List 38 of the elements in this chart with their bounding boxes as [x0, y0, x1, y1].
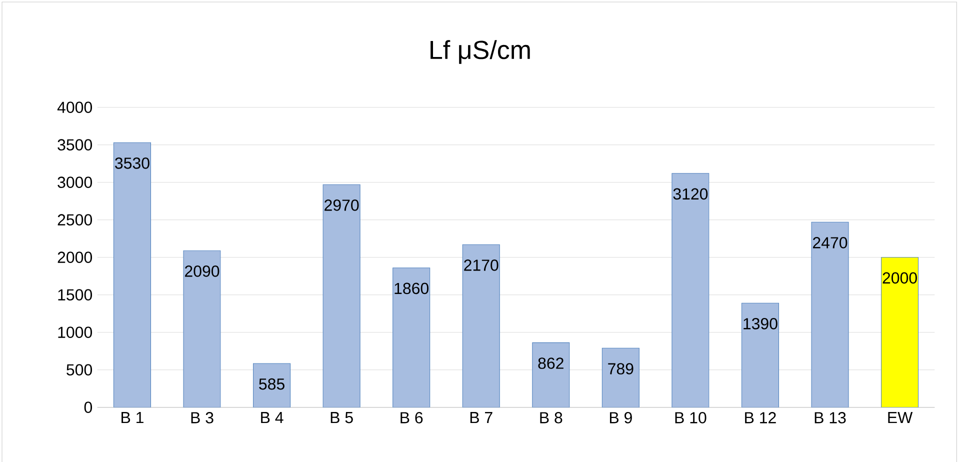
y-tick-label: 0 [84, 402, 92, 413]
y-tick-label: 2000 [58, 252, 92, 263]
data-label: 3120 [673, 188, 708, 200]
data-label: 789 [608, 363, 634, 374]
bar [113, 142, 151, 408]
x-tick-label: B 10 [675, 412, 706, 424]
x-tick-label: B 4 [261, 412, 284, 424]
y-tick-label: 500 [66, 364, 92, 376]
data-label: 1390 [744, 318, 778, 330]
x-tick-label: B 1 [122, 412, 144, 424]
x-tick-label: B 3 [191, 412, 214, 424]
data-label: 585 [259, 378, 284, 390]
data-label: 2090 [185, 266, 220, 277]
bar [462, 244, 500, 408]
y-tick-label: 1500 [58, 289, 92, 300]
x-tick-label: B 6 [400, 412, 423, 424]
data-label: 2970 [324, 200, 359, 211]
data-label: 1860 [394, 282, 429, 294]
bar [322, 184, 360, 408]
y-tick-label: 4000 [57, 102, 92, 113]
y-tick-label: 3000 [58, 176, 92, 188]
x-tick-label: EW [888, 412, 913, 424]
data-label: 2000 [882, 272, 917, 284]
x-tick-label: B 8 [540, 412, 562, 424]
data-label: 2470 [813, 237, 848, 248]
x-tick-label: B 13 [814, 412, 846, 424]
y-tick-label: 1000 [58, 326, 92, 338]
y-tick-label: 3500 [58, 139, 92, 150]
chart-title: Lf μS/cm [430, 40, 530, 64]
data-label: 2170 [464, 260, 498, 271]
x-tick-label: B 5 [330, 412, 353, 424]
x-tick-label: B 9 [610, 412, 632, 424]
data-label: 862 [538, 358, 564, 369]
y-tick-label: 2500 [58, 214, 92, 226]
x-tick-label: B 7 [470, 412, 492, 424]
data-label: 3530 [115, 158, 150, 169]
x-tick-label: B 12 [745, 412, 776, 424]
bar [881, 257, 919, 408]
